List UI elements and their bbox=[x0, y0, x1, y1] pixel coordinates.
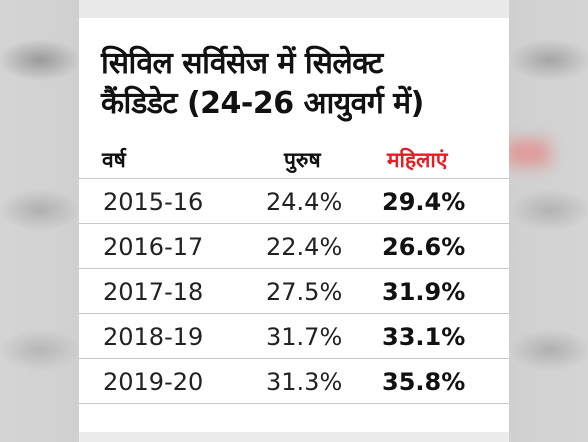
cell-year: 2016-17 bbox=[103, 233, 204, 261]
header-women: महिलाएं bbox=[387, 148, 448, 172]
cell-year: 2018-19 bbox=[103, 323, 204, 351]
title-line-1: सिविल सर्विसेज में सिलेक्ट bbox=[101, 46, 383, 81]
cell-men: 31.3% bbox=[266, 368, 343, 396]
table-row: 2018-19 31.7% 33.1% bbox=[79, 314, 509, 359]
cell-women: 26.6% bbox=[382, 233, 466, 261]
women-column-highlight bbox=[376, 178, 488, 428]
cell-women: 33.1% bbox=[382, 323, 466, 351]
bottom-strip bbox=[79, 432, 509, 442]
top-strip bbox=[79, 0, 509, 18]
cell-year: 2017-18 bbox=[103, 278, 204, 306]
cell-women: 29.4% bbox=[382, 188, 466, 216]
data-table: 2015-16 24.4% 29.4% 2016-17 22.4% 26.6% … bbox=[79, 178, 509, 404]
cell-women: 31.9% bbox=[382, 278, 466, 306]
table-row: 2015-16 24.4% 29.4% bbox=[79, 178, 509, 224]
infographic-title: सिविल सर्विसेज में सिलेक्ट कैंडिडेट (24-… bbox=[101, 44, 501, 124]
cell-year: 2019-20 bbox=[103, 368, 204, 396]
table-row: 2016-17 22.4% 26.6% bbox=[79, 224, 509, 269]
cell-men: 22.4% bbox=[266, 233, 343, 261]
table-row: 2019-20 31.3% 35.8% bbox=[79, 359, 509, 404]
infographic-card: सिविल सर्विसेज में सिलेक्ट कैंडिडेट (24-… bbox=[79, 0, 509, 442]
table-row: 2017-18 27.5% 31.9% bbox=[79, 269, 509, 314]
title-line-2: कैंडिडेट (24-26 आयुवर्ग में) bbox=[101, 86, 424, 121]
header-year: वर्ष bbox=[102, 148, 126, 172]
cell-men: 27.5% bbox=[266, 278, 343, 306]
header-men: पुरुष bbox=[284, 148, 321, 172]
table-header: वर्ष पुरुष महिलाएं bbox=[79, 140, 509, 178]
cell-year: 2015-16 bbox=[103, 188, 204, 216]
blurred-accent bbox=[505, 140, 550, 166]
cell-men: 31.7% bbox=[266, 323, 343, 351]
cell-men: 24.4% bbox=[266, 188, 343, 216]
cell-women: 35.8% bbox=[382, 368, 466, 396]
